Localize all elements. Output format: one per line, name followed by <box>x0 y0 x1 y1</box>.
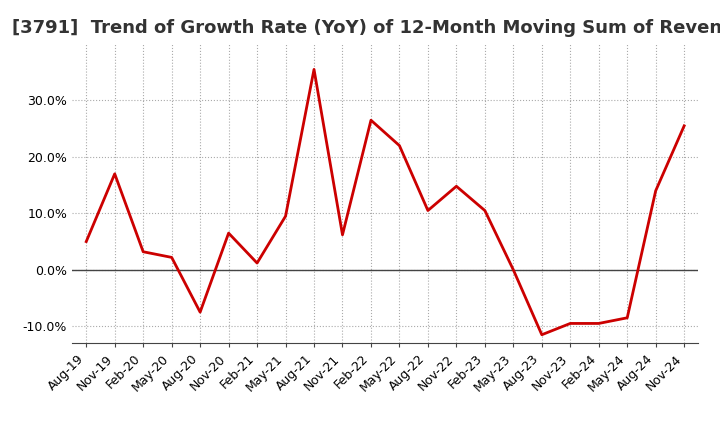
Title: [3791]  Trend of Growth Rate (YoY) of 12-Month Moving Sum of Revenues: [3791] Trend of Growth Rate (YoY) of 12-… <box>12 19 720 37</box>
